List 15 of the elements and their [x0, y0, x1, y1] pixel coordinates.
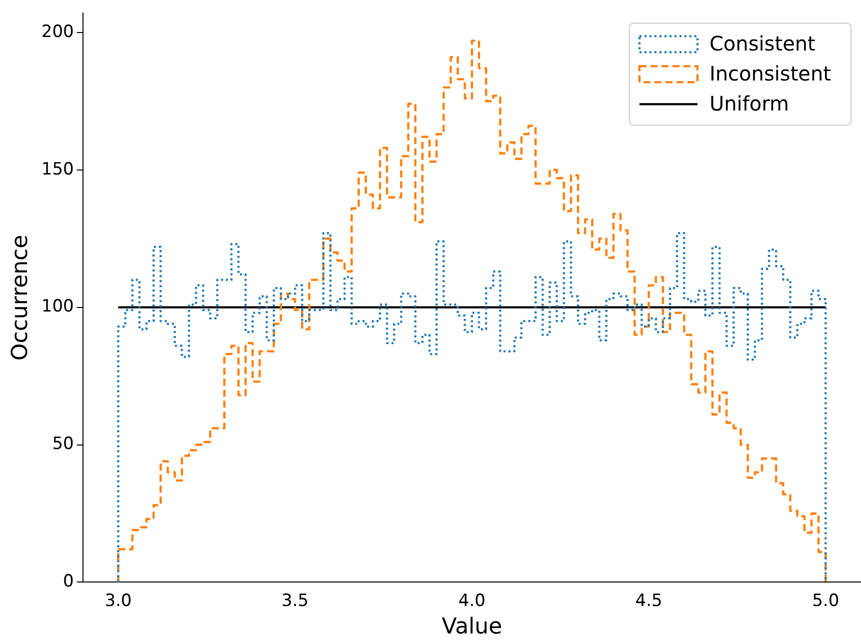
x-axis-title: Value — [442, 614, 502, 640]
x-tick-label: 4.0 — [458, 590, 486, 611]
legend-label: Inconsistent — [709, 61, 832, 86]
x-tick-label: 3.5 — [282, 590, 309, 611]
y-tick-label: 0 — [63, 572, 74, 592]
x-tick-label: 5.0 — [812, 590, 840, 611]
x-tick-label: 3.0 — [104, 590, 132, 611]
y-tick-label: 50 — [52, 434, 74, 454]
legend-label: Consistent — [709, 31, 816, 56]
y-tick-label: 150 — [41, 159, 74, 180]
y-tick-label: 100 — [41, 296, 74, 317]
y-axis-title: Occurrence — [8, 234, 33, 361]
y-tick-label: 200 — [41, 22, 74, 42]
x-tick-label: 4.5 — [635, 590, 662, 611]
legend-label: Uniform — [709, 91, 789, 116]
